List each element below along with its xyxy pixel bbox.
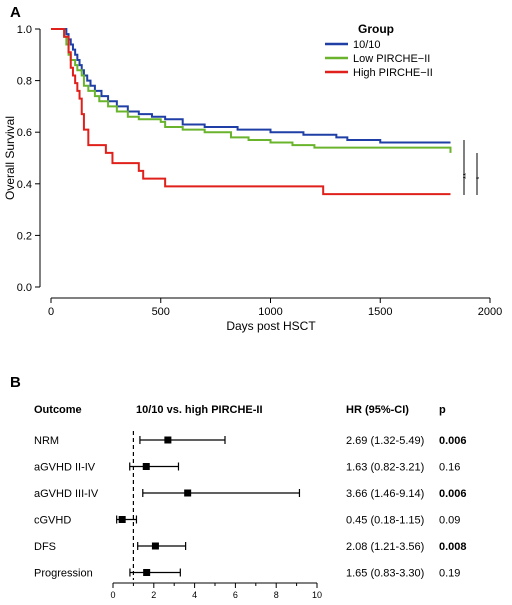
survival-curves <box>51 28 452 196</box>
row-p-value: 0.006 <box>439 488 467 500</box>
row-outcome: Progression <box>34 568 93 580</box>
y-axis-label: Overall Survival <box>3 116 17 200</box>
row-outcome: DFS <box>34 541 56 553</box>
header-comparison: 10/10 vs. high PIRCHE-II <box>136 404 263 416</box>
forest-x-tick-label: 0 <box>110 590 115 600</box>
survival-chart: Overall Survival Days post HSCT 0.00.20.… <box>3 22 502 333</box>
forest-x-tick-label: 6 <box>233 590 238 600</box>
row-hr-ci: 2.69 (1.32-5.49) <box>346 435 424 447</box>
forest-plot: Outcome 10/10 vs. high PIRCHE-II HR (95%… <box>34 404 467 600</box>
legend-label: Low PIRCHE−II <box>353 53 430 65</box>
forest-x-tick-label: 4 <box>192 590 197 600</box>
legend-title: Group <box>358 22 394 36</box>
row-outcome: NRM <box>34 435 59 447</box>
header-outcome: Outcome <box>34 404 82 416</box>
hr-point <box>184 489 192 497</box>
forest-row: Progression 1.65 (0.83-3.30) 0.19 <box>34 568 460 580</box>
legend: Group 10/10 Low PIRCHE−II High PIRCHE−II <box>325 22 433 79</box>
forest-x-tick-label: 2 <box>151 590 156 600</box>
series-line-1 <box>51 28 451 144</box>
legend-label: 10/10 <box>353 39 381 51</box>
row-p-value: 0.16 <box>439 462 460 474</box>
header-hr: HR (95%-CI) <box>346 404 409 416</box>
panel-label-b: B <box>10 374 21 391</box>
row-p-value: 0.006 <box>439 435 467 447</box>
row-outcome: cGVHD <box>34 515 71 527</box>
x-tick-label: 0 <box>48 306 54 318</box>
row-p-value: 0.008 <box>439 541 467 553</box>
y-tick-label: 0.4 <box>17 179 32 191</box>
forest-row: aGVHD III-IV 3.66 (1.46-9.14) 0.006 <box>34 488 467 500</box>
row-outcome: aGVHD II-IV <box>34 462 96 474</box>
row-outcome: aGVHD III-IV <box>34 488 99 500</box>
hr-point <box>143 569 151 576</box>
forest-axis: 0 2 4 6 8 10 <box>110 582 322 600</box>
forest-row: aGVHD II-IV 1.63 (0.82-3.21) 0.16 <box>34 462 460 474</box>
significance-mark-single: * <box>475 176 484 179</box>
legend-label: High PIRCHE−II <box>353 67 433 79</box>
significance-mark-double: ** <box>462 173 471 179</box>
forest-row: DFS 2.08 (1.21-3.56) 0.008 <box>34 541 467 553</box>
y-tick-label: 0.6 <box>17 127 32 139</box>
hr-point <box>151 542 159 550</box>
forest-row: NRM 2.69 (1.32-5.49) 0.006 <box>34 435 467 447</box>
header-p: p <box>439 404 446 416</box>
x-tick-label: 2000 <box>478 306 502 318</box>
panel-label-a: A <box>10 4 21 21</box>
y-tick-label: 1.0 <box>17 24 32 36</box>
significance-brackets: ** * <box>462 140 484 195</box>
forest-x-tick-label: 8 <box>274 590 279 600</box>
hr-point <box>164 436 172 444</box>
y-tick-label: 0.2 <box>17 230 32 242</box>
survival-axes: 0.0 0.2 0.4 0.6 0.8 1.0 0 500 1000 1500 2000 <box>17 24 503 318</box>
x-axis-label: Days post HSCT <box>226 319 316 333</box>
hr-point <box>118 516 126 523</box>
x-tick-label: 1500 <box>368 306 392 318</box>
hr-point <box>142 463 150 470</box>
series-line-2 <box>51 28 452 153</box>
forest-row: cGVHD 0.45 (0.18-1.15) 0.09 <box>34 515 460 527</box>
series-line-3 <box>51 28 451 196</box>
row-hr-ci: 1.65 (0.83-3.30) <box>346 568 424 580</box>
x-tick-label: 1000 <box>258 306 282 318</box>
row-p-value: 0.19 <box>439 568 460 580</box>
forest-x-tick-label: 10 <box>312 590 322 600</box>
y-tick-label: 0.8 <box>17 76 32 88</box>
row-hr-ci: 3.66 (1.46-9.14) <box>346 488 424 500</box>
row-p-value: 0.09 <box>439 515 460 527</box>
y-tick-label: 0.0 <box>17 282 32 294</box>
row-hr-ci: 0.45 (0.18-1.15) <box>346 515 424 527</box>
row-hr-ci: 1.63 (0.82-3.21) <box>346 462 424 474</box>
row-hr-ci: 2.08 (1.21-3.56) <box>346 541 424 553</box>
x-tick-label: 500 <box>152 306 170 318</box>
forest-rows: NRM 2.69 (1.32-5.49) 0.006 aGVHD II-IV 1.63 … <box>34 431 467 580</box>
